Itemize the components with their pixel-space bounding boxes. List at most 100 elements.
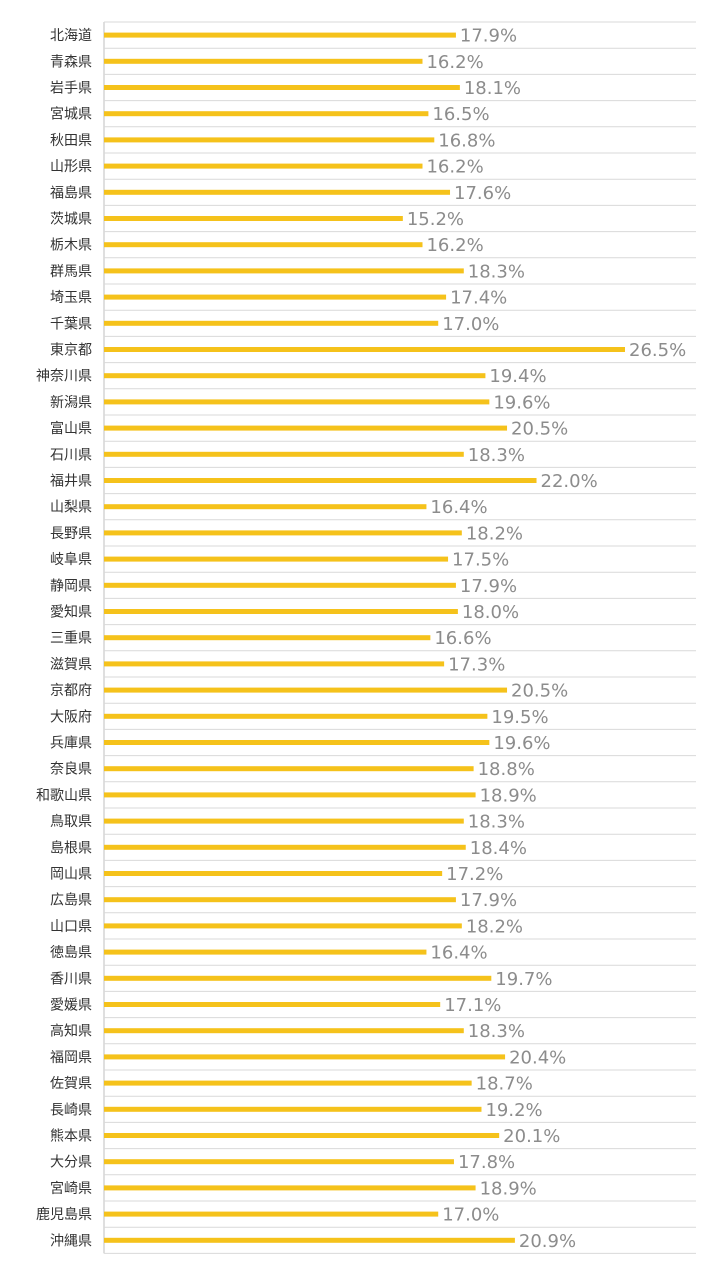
value-label: 16.2% [426, 157, 483, 178]
bar [104, 242, 423, 248]
category-label: 鹿児島県 [36, 1206, 92, 1223]
value-label: 17.8% [458, 1152, 515, 1173]
value-label: 16.4% [430, 943, 487, 964]
category-label: 兵庫県 [50, 735, 92, 752]
bar [104, 556, 449, 562]
value-label: 17.9% [460, 890, 517, 911]
value-label: 22.0% [541, 471, 598, 492]
bar [104, 1002, 441, 1007]
bar [104, 766, 474, 772]
category-label: 沖縄県 [50, 1233, 92, 1249]
category-label: 栃木県 [50, 238, 92, 254]
value-label: 17.3% [448, 654, 505, 675]
bar [104, 478, 537, 483]
category-label: 長野県 [50, 526, 92, 542]
category-label: 鳥取県 [50, 814, 92, 830]
bar [104, 294, 447, 300]
value-label: 18.3% [468, 1021, 525, 1042]
bar [104, 399, 490, 405]
category-label: 広島県 [50, 893, 92, 909]
value-label: 16.2% [426, 235, 483, 256]
value-label: 17.6% [454, 183, 511, 204]
bar [104, 1133, 500, 1138]
bar [104, 85, 460, 90]
value-label: 18.3% [468, 261, 525, 282]
value-label: 16.5% [432, 104, 489, 125]
category-label: 千葉県 [50, 316, 92, 332]
bar [104, 1054, 506, 1060]
value-label: 19.7% [495, 969, 552, 990]
bar [104, 871, 443, 876]
value-label: 18.0% [462, 602, 519, 623]
bar [104, 504, 427, 510]
bar [104, 163, 423, 169]
bar [104, 268, 464, 274]
value-label: 16.4% [430, 497, 487, 518]
category-label: 高知県 [50, 1023, 92, 1040]
category-label: 大分県 [50, 1155, 92, 1171]
bar [104, 1159, 454, 1165]
value-label: 17.9% [460, 26, 517, 47]
bar [104, 216, 403, 221]
bar [104, 320, 439, 326]
bar [104, 740, 490, 745]
category-label: 山梨県 [50, 500, 92, 516]
value-label: 20.4% [509, 1047, 566, 1068]
value-label: 16.8% [438, 130, 495, 151]
value-label: 17.0% [442, 314, 499, 335]
bars [104, 32, 625, 1243]
bar [104, 844, 466, 850]
value-label: 20.5% [511, 681, 568, 702]
value-label: 18.3% [468, 812, 525, 833]
bar [104, 373, 486, 379]
category-label: 福岡県 [50, 1050, 92, 1066]
value-label: 16.2% [426, 52, 483, 73]
bar [104, 425, 508, 431]
value-label: 17.4% [450, 288, 507, 309]
bar [104, 347, 625, 352]
category-label: 北海道 [50, 28, 92, 44]
bar [104, 451, 464, 457]
category-label: 秋田県 [50, 133, 92, 149]
category-label: 愛知県 [50, 604, 92, 621]
value-label: 18.1% [464, 78, 521, 99]
bar [104, 530, 462, 536]
category-label: 石川県 [50, 447, 92, 463]
value-label: 18.8% [478, 759, 535, 780]
bar [104, 1237, 515, 1243]
value-label: 19.2% [485, 1100, 542, 1121]
bar [104, 975, 492, 981]
bar [104, 635, 431, 641]
bar [104, 111, 429, 117]
value-label: 26.5% [629, 340, 686, 361]
value-label: 17.0% [442, 1205, 499, 1226]
category-label: 宮城県 [50, 107, 92, 123]
category-label: 神奈川県 [36, 369, 92, 385]
category-label: 宮崎県 [50, 1181, 92, 1197]
value-label: 20.5% [511, 419, 568, 440]
bar [104, 1211, 439, 1217]
value-label: 20.9% [519, 1231, 576, 1252]
value-label: 18.7% [476, 1074, 533, 1095]
bar [104, 949, 427, 955]
category-label: 大阪府 [50, 709, 92, 725]
category-label: 佐賀県 [50, 1076, 92, 1092]
category-label: 愛媛県 [50, 998, 92, 1014]
category-label: 岐阜県 [50, 551, 92, 568]
category-labels: 北海道青森県岩手県宮城県秋田県山形県福島県茨城県栃木県群馬県埼玉県千葉県東京都神… [36, 28, 92, 1249]
category-label: 和歌山県 [36, 788, 92, 804]
category-label: 茨城県 [50, 212, 92, 228]
category-label: 富山県 [50, 420, 92, 437]
bar [104, 32, 456, 38]
category-label: 奈良県 [50, 762, 92, 778]
value-labels: 17.9% 16.2% 18.1% 16.5% 16.8% 16.2% 17.6% 15.2%… [407, 26, 686, 1252]
value-label: 18.9% [480, 1178, 537, 1199]
bar [104, 792, 476, 798]
category-label: 熊本県 [50, 1129, 92, 1145]
bar [104, 713, 488, 719]
category-label: 群馬県 [50, 264, 92, 280]
category-label: 埼玉県 [50, 290, 92, 306]
bar [104, 1028, 464, 1034]
bar [104, 582, 456, 588]
bar [104, 818, 464, 824]
